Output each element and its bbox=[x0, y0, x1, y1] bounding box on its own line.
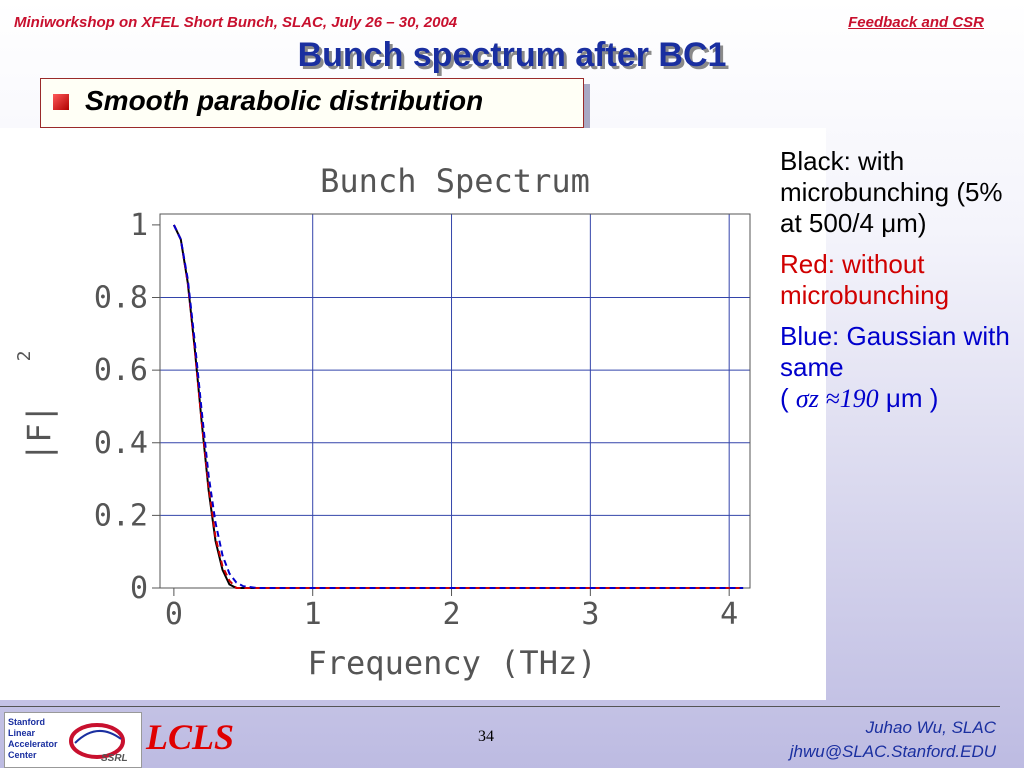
x-tick-label: 1 bbox=[304, 597, 322, 632]
header-topic-link[interactable]: Feedback and CSR bbox=[848, 14, 984, 31]
note-blue-sigma: σz ≈190 bbox=[795, 384, 879, 413]
subtitle-box: Smooth parabolic distribution bbox=[40, 78, 584, 128]
x-tick-label: 0 bbox=[165, 597, 183, 632]
y-tick-label: 0 bbox=[130, 571, 148, 606]
ssrl-ring-icon bbox=[69, 723, 125, 759]
y-tick-label: 0.8 bbox=[94, 281, 148, 316]
chart-title: Bunch Spectrum bbox=[320, 162, 590, 200]
square-bullet-icon bbox=[53, 94, 69, 110]
page-number: 34 bbox=[478, 728, 494, 745]
x-tick-label: 3 bbox=[581, 597, 599, 632]
y-axis-label: |F| bbox=[20, 404, 58, 462]
x-tick-label: 4 bbox=[720, 597, 738, 632]
y-tick-label: 0.4 bbox=[94, 426, 148, 461]
author-block: Juhao Wu, SLAC jhwu@SLAC.Stanford.EDU bbox=[790, 716, 996, 764]
subtitle-text: Smooth parabolic distribution bbox=[85, 85, 484, 116]
bunch-spectrum-chart: Bunch Spectrum 0 1 2 3 4 0 0.2 0.4 0.6 0.8 1 Frequ… bbox=[14, 162, 751, 682]
slide-title: Bunch spectrum after BC1 bbox=[297, 36, 727, 74]
note-red: Red: without microbunching bbox=[780, 249, 950, 310]
note-black: Black: with microbunching (5% at 500/4 μ… bbox=[780, 146, 1003, 238]
note-blue: Blue: Gaussian with same ( σz ≈190 μm ) bbox=[780, 321, 1016, 414]
legend-notes: Black: with microbunching (5% at 500/4 μ… bbox=[780, 146, 1016, 424]
footer-divider bbox=[0, 706, 1000, 707]
note-blue-open: ( bbox=[780, 383, 789, 413]
x-axis-label: Frequency (THz) bbox=[308, 644, 597, 682]
y-tick-label: 0.2 bbox=[94, 498, 148, 533]
series-line-1 bbox=[172, 224, 744, 589]
y-tick-label: 0.6 bbox=[94, 353, 148, 388]
y-tick-label: 1 bbox=[130, 208, 148, 243]
ssrl-text: SSRL bbox=[101, 753, 128, 764]
note-blue-text: Blue: Gaussian with same bbox=[780, 321, 1010, 382]
slac-logo: Stanford Linear Accelerator Center SSRL bbox=[4, 712, 142, 768]
header-event: Miniworkshop on XFEL Short Bunch, SLAC, … bbox=[14, 14, 458, 31]
plot-frame bbox=[159, 213, 751, 589]
y-axis-label-superscript: 2 bbox=[14, 351, 35, 362]
note-blue-unit: μm ) bbox=[885, 383, 939, 413]
author-name: Juhao Wu, SLAC bbox=[865, 718, 996, 737]
slac-logo-letters: Stanford Linear Accelerator Center bbox=[8, 717, 58, 760]
x-tick-label: 2 bbox=[442, 597, 460, 632]
plot-panel: Bunch Spectrum 0 1 2 3 4 0 0.2 0.4 0.6 0.8 1 Frequ… bbox=[0, 128, 826, 700]
author-email[interactable]: jhwu@SLAC.Stanford.EDU bbox=[789, 742, 996, 761]
series-line-2 bbox=[172, 224, 744, 589]
series-line-3 bbox=[172, 224, 744, 589]
lcls-logo: LCLS bbox=[146, 717, 235, 757]
